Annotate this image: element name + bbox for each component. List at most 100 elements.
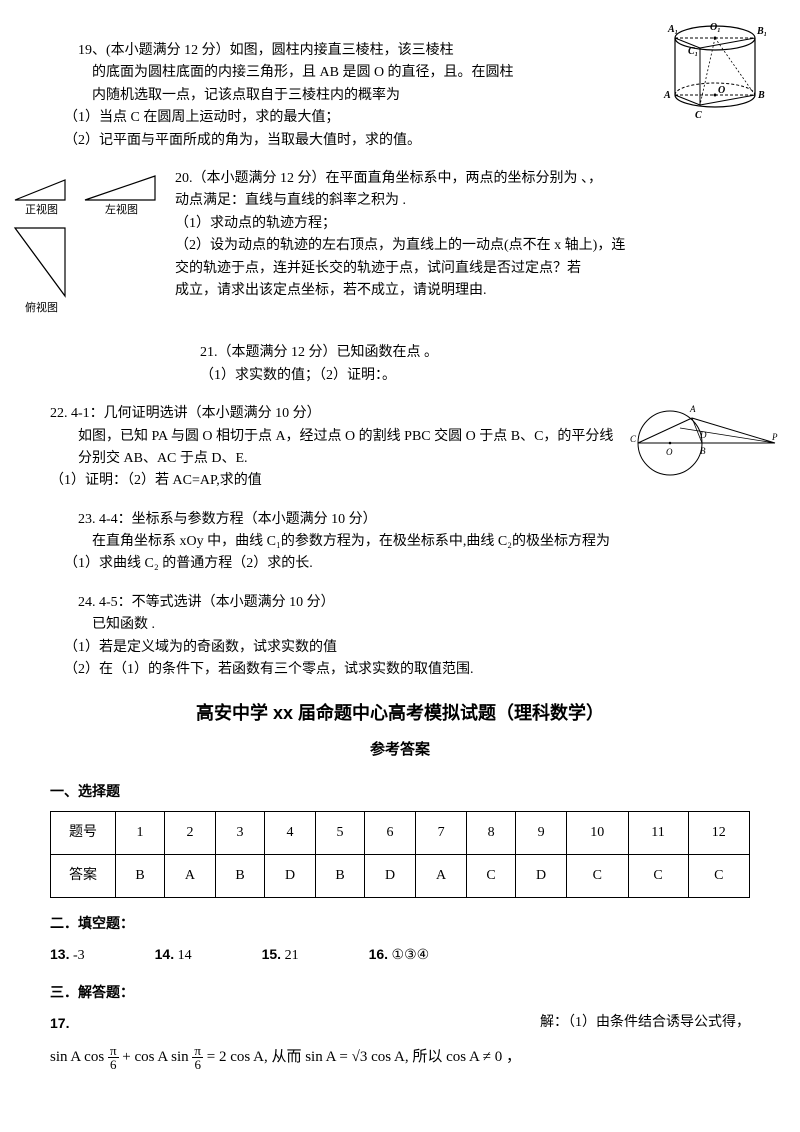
question-20: 正视图 左视图 俯视图 20.（本小题满分 12 分）在平面直角坐标系中，两点的…: [50, 168, 750, 326]
ans-8: C: [467, 855, 516, 898]
q17-math: sin A cos π6 + cos A sin π6 = 2 cos A, 从…: [50, 1044, 750, 1071]
col-5: 5: [316, 811, 365, 854]
fill-14-num: 14.: [155, 946, 174, 962]
q19-sub1: （1）当点 C 在圆周上运动时，求的最大值；: [50, 107, 750, 129]
ans-6: D: [365, 855, 416, 898]
label-A1: A₁: [667, 24, 678, 35]
front-view-label: 正视图: [25, 202, 58, 216]
col-6: 6: [365, 811, 416, 854]
frac-num-1: π: [108, 1044, 119, 1058]
label-P22: P: [771, 432, 778, 442]
q17-m1: sin A cos: [50, 1049, 104, 1065]
col-11: 11: [628, 811, 688, 854]
q23-line2: 在直角坐标系 xOy 中，曲线 C₁的参数方程为，在极坐标系中,曲线 C₂的极坐…: [50, 531, 750, 553]
table-answer-row: 答案 B A B D B D A C D C C C: [51, 855, 750, 898]
left-view-label: 左视图: [105, 202, 138, 216]
ans-3: B: [216, 855, 265, 898]
question-21: 21.（本题满分 12 分）已知函数在点 。 （1）求实数的值；（2）证明：。: [50, 342, 750, 387]
q23-sub1: （1）求曲线 C₂ 的普通方程（2）求的长.: [50, 553, 750, 575]
fill-15: 15. 21: [262, 943, 299, 967]
section-solve: 三．解答题：: [50, 981, 750, 1003]
ans-5: B: [316, 855, 365, 898]
label-C1: C₁: [688, 46, 698, 57]
q17-frac2: π6: [192, 1044, 203, 1071]
col-9: 9: [516, 811, 567, 854]
answers-subtitle: 参考答案: [50, 738, 750, 762]
col-2: 2: [164, 811, 215, 854]
answers-title: 高安中学 xx 届命题中心高考模拟试题（理科数学）: [50, 699, 750, 728]
fill-answers-row: 13. -3 14. 14 15. 21 16. ①③④: [50, 943, 750, 967]
label-C: C: [695, 110, 702, 121]
cylinder-prism-figure: A₁ O₁ B₁ C₁ A O B C: [660, 20, 770, 138]
q17-intro: 解：（1）由条件结合诱导公式得，: [540, 1012, 750, 1034]
question-22: A C D O B P 22. 4-1：几何证明选讲（本小题满分 10 分） 如…: [50, 403, 750, 493]
q21-header: 21.（本题满分 12 分）已知函数在点 。: [200, 342, 750, 364]
q17-m3: = 2 cos A, 从而 sin A = √3 cos A, 所以 cos A…: [207, 1049, 503, 1065]
fill-13-val: -3: [73, 948, 85, 963]
q24-sub2: （2）在（1）的条件下，若函数有三个零点，试求实数的取值范围.: [50, 659, 750, 681]
choice-answer-table: 题号 1 2 3 4 5 6 7 8 9 10 11 12 答案 B A B D…: [50, 811, 750, 899]
section-choice: 一、选择题: [50, 780, 750, 802]
col-1: 1: [116, 811, 165, 854]
col-12: 12: [688, 811, 749, 854]
fill-16-val: ①③④: [392, 948, 430, 963]
label-B: B: [757, 90, 765, 101]
label-O1: O₁: [710, 22, 721, 33]
ans-12: C: [688, 855, 749, 898]
three-views-figure: 正视图 左视图 俯视图: [10, 168, 165, 326]
q24-header: 24. 4-5：不等式选讲（本小题满分 10 分）: [50, 592, 750, 614]
q19-line3: 内随机选取一点，记该点取自于三棱柱内的概率为: [50, 85, 750, 107]
ans-2: A: [164, 855, 215, 898]
q23-header: 23. 4-4：坐标系与参数方程（本小题满分 10 分）: [50, 509, 750, 531]
fill-14: 14. 14: [155, 943, 192, 967]
row-label-ans: 答案: [51, 855, 116, 898]
label-O: O: [718, 85, 725, 96]
q17-comma: ，: [506, 1049, 521, 1065]
fill-15-num: 15.: [262, 946, 281, 962]
ans-11: C: [628, 855, 688, 898]
frac-den-2: 6: [192, 1058, 203, 1071]
question-24: 24. 4-5：不等式选讲（本小题满分 10 分） 已知函数 . （1）若是定义…: [50, 592, 750, 682]
ans-4: D: [264, 855, 315, 898]
q21-sub1: （1）求实数的值；（2）证明：。: [200, 365, 750, 387]
col-3: 3: [216, 811, 265, 854]
q19-line1: 19、(本小题满分 12 分）如图，圆柱内接直三棱柱，该三棱柱: [50, 40, 750, 62]
label-A22: A: [689, 404, 696, 414]
q24-line2: 已知函数 .: [50, 614, 750, 636]
ans-10: C: [567, 855, 628, 898]
fill-16: 16. ①③④: [369, 943, 430, 967]
q24-sub1: （1）若是定义域为的奇函数，试求实数的值: [50, 637, 750, 659]
label-O22: O: [666, 447, 673, 457]
fill-14-val: 14: [178, 948, 192, 963]
col-7: 7: [416, 811, 467, 854]
col-4: 4: [264, 811, 315, 854]
col-8: 8: [467, 811, 516, 854]
ans-9: D: [516, 855, 567, 898]
label-B22: B: [700, 446, 706, 456]
q19-sub2: （2）记平面与平面所成的角为，当取最大值时，求的值。: [50, 130, 750, 152]
circle-tangent-figure: A C D O B P: [630, 398, 780, 486]
question-19: A₁ O₁ B₁ C₁ A O B C 19、(本小题满分 12 分）如图，圆柱…: [50, 40, 750, 152]
fill-13: 13. -3: [50, 943, 85, 967]
question-23: 23. 4-4：坐标系与参数方程（本小题满分 10 分） 在直角坐标系 xOy …: [50, 509, 750, 576]
fill-16-num: 16.: [369, 946, 388, 962]
ans-7: A: [416, 855, 467, 898]
top-view-label: 俯视图: [25, 300, 58, 314]
label-B1: B₁: [756, 26, 767, 37]
ans-1: B: [116, 855, 165, 898]
fill-13-num: 13.: [50, 946, 69, 962]
frac-den-1: 6: [108, 1058, 119, 1071]
label-C22: C: [630, 434, 637, 444]
label-A: A: [663, 90, 671, 101]
q19-line2: 的底面为圆柱底面的内接三角形，且 AB 是圆 O 的直径，且。在圆柱: [50, 62, 750, 84]
table-header-row: 题号 1 2 3 4 5 6 7 8 9 10 11 12: [51, 811, 750, 854]
label-D22: D: [699, 430, 707, 440]
col-10: 10: [567, 811, 628, 854]
q17-m2: + cos A sin: [122, 1049, 188, 1065]
q17-label: 17.: [50, 1012, 69, 1034]
q17-block: 17. 解：（1）由条件结合诱导公式得， sin A cos π6 + cos …: [50, 1012, 750, 1071]
frac-num-2: π: [192, 1044, 203, 1058]
row-label-num: 题号: [51, 811, 116, 854]
section-fill: 二．填空题：: [50, 912, 750, 934]
q17-frac1: π6: [108, 1044, 119, 1071]
